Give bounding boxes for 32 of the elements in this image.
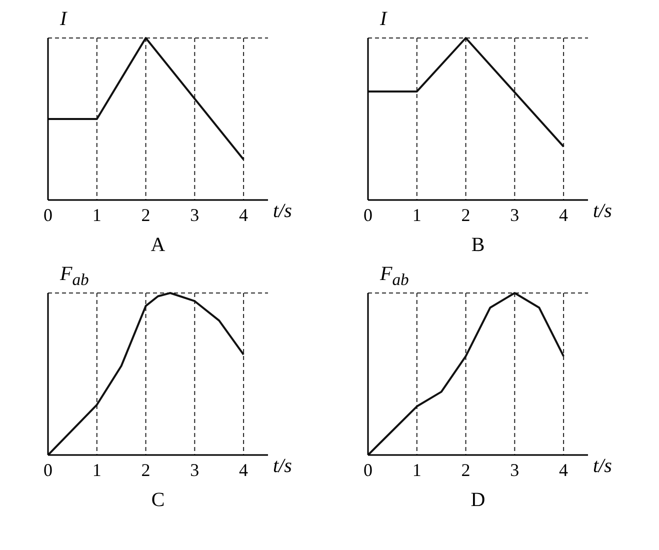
x-tick-label: 1 <box>92 204 102 225</box>
text: A <box>150 234 166 257</box>
x-tick-label: 3 <box>510 204 520 225</box>
x-tick-label: 4 <box>239 204 248 225</box>
x-axis-title: t/s <box>273 200 292 223</box>
x-tick-label: 1 <box>412 460 422 480</box>
x-tick-label: 0 <box>44 460 52 480</box>
x-axis-title: t/s <box>273 455 292 478</box>
text: D <box>470 489 486 512</box>
x-tick-label: 4 <box>559 204 568 225</box>
x-tick-label: 1 <box>412 204 422 225</box>
text: B <box>470 234 486 257</box>
x-tick-label: 0 <box>364 460 372 480</box>
x-tick-label: 2 <box>141 460 150 480</box>
x-tick-label: 0 <box>44 204 52 225</box>
x-tick-label: 4 <box>239 460 248 480</box>
x-tick-label: 0 <box>364 204 372 225</box>
y-axis-title: I <box>60 8 67 31</box>
x-tick-label: 2 <box>461 460 470 480</box>
y-axis-title: F$_{ab}$ <box>60 263 89 290</box>
x-tick-label: 2 <box>461 204 470 225</box>
x-tick-label: 3 <box>190 460 200 480</box>
x-tick-label: 1 <box>92 460 102 480</box>
text: C <box>150 489 166 512</box>
x-axis-title: t/s <box>593 200 612 223</box>
x-tick-label: 3 <box>190 204 200 225</box>
x-tick-label: 4 <box>559 460 568 480</box>
x-tick-label: 3 <box>510 460 520 480</box>
y-axis-title: I <box>380 8 387 31</box>
x-tick-label: 2 <box>141 204 150 225</box>
y-axis-title: F$_{ab}$ <box>380 263 409 290</box>
x-axis-title: t/s <box>593 455 612 478</box>
